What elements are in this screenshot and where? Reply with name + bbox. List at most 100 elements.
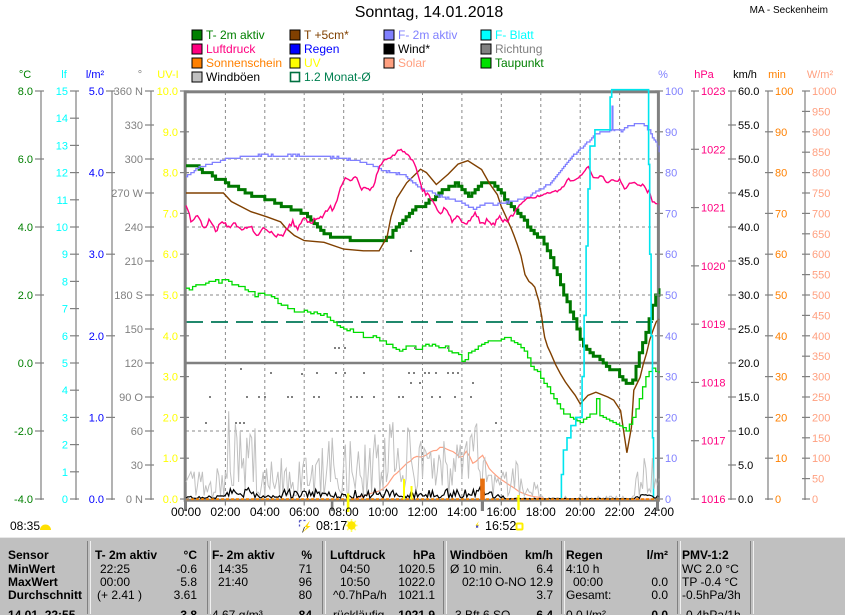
svg-text:6.0: 6.0 [163,249,178,261]
svg-text:30: 30 [775,372,787,384]
svg-text:°C: °C [19,69,31,81]
svg-text:UV: UV [304,56,321,70]
svg-text:7: 7 [62,304,68,316]
svg-text:30: 30 [665,372,677,384]
svg-text:120: 120 [125,358,143,370]
svg-text:16:00: 16:00 [486,505,516,519]
svg-text:°: ° [138,69,142,81]
svg-text:Wind*: Wind* [398,42,430,56]
svg-text:km/h: km/h [733,69,757,81]
svg-text:5: 5 [62,358,68,370]
svg-text:0.0: 0.0 [89,494,104,506]
svg-text:9: 9 [62,249,68,261]
svg-text:7.0: 7.0 [163,208,178,220]
svg-text:F- 2m aktiv: F- 2m aktiv [398,28,457,42]
svg-text:4.0: 4.0 [18,222,33,234]
svg-text:12: 12 [56,168,68,180]
svg-text:1: 1 [62,467,68,479]
svg-text:Taupunkt: Taupunkt [495,56,544,70]
svg-text:20: 20 [665,412,677,424]
svg-text:500: 500 [812,290,830,302]
svg-text:2.0: 2.0 [163,412,178,424]
svg-text:24:00: 24:00 [644,505,674,519]
svg-text:2.0: 2.0 [18,290,33,302]
svg-text:20: 20 [775,412,787,424]
svg-text:Solar: Solar [398,56,426,70]
svg-text:5.0: 5.0 [738,460,753,472]
svg-text:240: 240 [125,222,143,234]
svg-text:450: 450 [812,310,830,322]
svg-text:1023: 1023 [701,86,725,98]
svg-text:4.0: 4.0 [163,331,178,343]
svg-text:1017: 1017 [701,436,725,448]
svg-text:60: 60 [131,426,143,438]
svg-text:-4.0: -4.0 [14,494,33,506]
svg-text:Sonntag, 14.01.2018: Sonntag, 14.01.2018 [355,4,504,21]
svg-text:3.0: 3.0 [89,249,104,261]
svg-text:70: 70 [775,208,787,220]
svg-text:200: 200 [812,412,830,424]
svg-text:MA - Seckenheim: MA - Seckenheim [750,5,828,16]
svg-text:10: 10 [775,453,787,465]
svg-text:1.2 Monat-Ø: 1.2 Monat-Ø [304,70,371,84]
svg-text:45.0: 45.0 [738,188,759,200]
svg-text:80: 80 [665,168,677,180]
svg-text:5.0: 5.0 [163,290,178,302]
svg-text:0: 0 [62,494,68,506]
svg-text:Richtung: Richtung [495,42,542,56]
svg-text:330: 330 [125,120,143,132]
svg-text:1000: 1000 [812,86,836,98]
svg-text:0.0: 0.0 [18,358,33,370]
svg-text:50: 50 [775,290,787,302]
svg-text:300: 300 [812,372,830,384]
svg-text:180 S: 180 S [114,290,143,302]
svg-text:10:00: 10:00 [368,505,398,519]
svg-text:1022: 1022 [701,144,725,156]
svg-text:%: % [658,69,668,81]
svg-text:10.0: 10.0 [738,426,759,438]
svg-text:250: 250 [812,392,830,404]
svg-text:0 N: 0 N [126,494,143,506]
svg-text:850: 850 [812,147,830,159]
svg-text:08:17: 08:17 [316,519,347,533]
svg-text:Sonnenschein: Sonnenschein [206,56,282,70]
svg-text:400: 400 [812,331,830,343]
svg-text:04:00: 04:00 [250,505,280,519]
svg-text:3.0: 3.0 [163,372,178,384]
svg-text:14: 14 [56,113,68,125]
svg-text:350: 350 [812,351,830,363]
svg-text:08:00: 08:00 [329,505,359,519]
svg-text:60: 60 [775,249,787,261]
svg-text:13: 13 [56,140,68,152]
svg-text:70: 70 [665,208,677,220]
svg-text:30: 30 [131,460,143,472]
svg-text:02:00: 02:00 [210,505,240,519]
svg-text:Regen: Regen [304,42,339,56]
svg-text:16:52: 16:52 [485,519,516,533]
svg-text:6: 6 [62,331,68,343]
svg-text:18:00: 18:00 [526,505,556,519]
svg-text:90 O: 90 O [119,392,143,404]
svg-text:80: 80 [775,168,787,180]
svg-text:700: 700 [812,208,830,220]
svg-text:900: 900 [812,127,830,139]
svg-text:8.0: 8.0 [163,168,178,180]
svg-text:1020: 1020 [701,261,725,273]
svg-text:20.0: 20.0 [738,358,759,370]
svg-text:1.0: 1.0 [89,412,104,424]
svg-text:90: 90 [665,127,677,139]
svg-text:5.0: 5.0 [89,86,104,98]
svg-text:Windböen: Windböen [206,70,260,84]
svg-text:T +5cm*: T +5cm* [304,28,349,42]
svg-text:300: 300 [125,154,143,166]
svg-text:min: min [768,69,786,81]
svg-text:60: 60 [665,249,677,261]
svg-text:00:00: 00:00 [171,505,201,519]
svg-text:2.0: 2.0 [89,331,104,343]
svg-text:Luftdruck: Luftdruck [206,42,256,56]
svg-text:0: 0 [775,494,781,506]
svg-text:210: 210 [125,256,143,268]
svg-text:15: 15 [56,86,68,98]
svg-text:100: 100 [775,86,793,98]
svg-text:50: 50 [812,474,824,486]
